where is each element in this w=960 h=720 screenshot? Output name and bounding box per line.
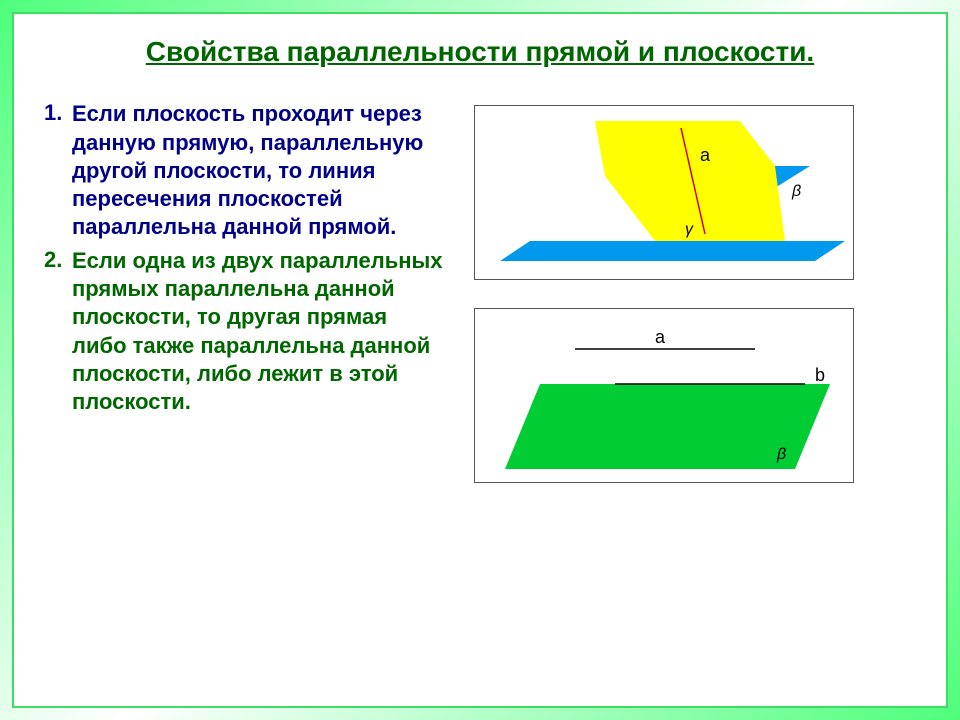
diagram2-svg: a b β	[475, 309, 855, 484]
diagram1-svg: a γ β	[475, 106, 855, 281]
item-text: Если плоскость проходит через данную пря…	[72, 100, 444, 241]
label-beta: β	[776, 446, 786, 463]
label-beta: β	[791, 183, 801, 200]
slide-canvas: Свойства параллельности прямой и плоскос…	[12, 12, 948, 708]
item-number: 2.	[44, 247, 72, 416]
page-title: Свойства параллельности прямой и плоскос…	[44, 34, 916, 70]
text-column: 1. Если плоскость проходит через данную …	[44, 100, 444, 483]
list-item: 2. Если одна из двух параллельных прямых…	[44, 247, 444, 416]
gradient-frame: Свойства параллельности прямой и плоскос…	[0, 0, 960, 720]
label-a: a	[700, 145, 711, 165]
diagram-planes-intersection: a γ β	[474, 105, 854, 280]
content-row: 1. Если плоскость проходит через данную …	[44, 100, 916, 483]
item-text: Если одна из двух параллельных прямых па…	[72, 247, 444, 416]
label-gamma: γ	[685, 221, 694, 238]
label-a: a	[655, 327, 666, 347]
diagram-column: a γ β a b β	[474, 100, 916, 483]
label-b: b	[815, 365, 825, 385]
list-item: 1. Если плоскость проходит через данную …	[44, 100, 444, 241]
item-number: 1.	[44, 100, 72, 241]
diagram-parallel-lines-plane: a b β	[474, 308, 854, 483]
